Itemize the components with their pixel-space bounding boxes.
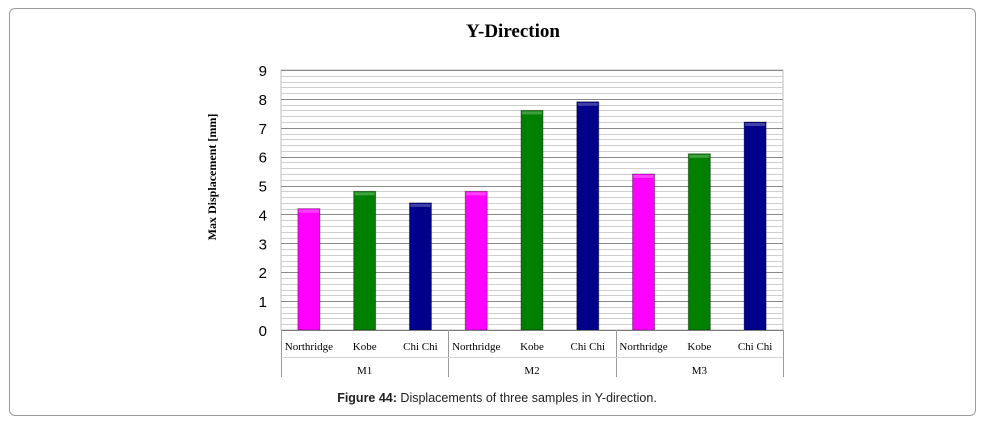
x-category-label: Northridge [619,341,667,353]
x-category-label: Kobe [520,341,544,353]
y-tick-label: 6 [259,150,267,167]
bar-m3-chi-chi [743,121,767,331]
bar-bevel [522,111,542,115]
bar-bevel [466,192,487,196]
x-group-label: M2 [524,365,539,377]
y-tick-label: 8 [259,92,267,109]
caption-label: Figure 44: [337,391,397,405]
bar-m1-kobe [353,190,377,331]
bars [297,101,767,331]
y-tick-label: 3 [259,236,267,253]
y-tick-label: 2 [259,265,267,282]
bar-bevel [354,192,375,196]
y-tick-label: 4 [259,207,267,224]
bar-m2-kobe [520,109,544,331]
x-category-label: Chi Chi [403,341,438,353]
x-category-label: Chi Chi [571,341,606,353]
bar-m2-northridge [464,190,488,331]
x-category-label: Kobe [687,341,711,353]
y-tick-label: 5 [259,179,267,196]
bar-bevel [577,102,598,106]
x-category-label: Northridge [285,341,333,353]
x-category-label: Northridge [452,341,500,353]
chart-title: Y-Direction [466,21,560,42]
figure-caption: Figure 44: Displacements of three sample… [0,391,994,405]
bar-m3-kobe [687,153,711,331]
bar-bevel [689,154,710,158]
y-tick-label: 9 [259,63,267,80]
x-category-label: Kobe [353,341,377,353]
x-group-label: M1 [357,365,372,377]
caption-text: Displacements of three samples in Y-dire… [396,391,657,405]
axes [281,330,784,377]
bar-m2-chi-chi [576,101,600,331]
y-axis-label: Max Displacement [mm] [205,114,219,241]
x-category-label: Chi Chi [738,341,773,353]
bar-m3-northridge [632,173,656,331]
bar-m1-chi-chi [408,202,432,331]
axis-labels: 0 1 2 3 4 5 6 7 8 9 Northridge Kobe Chi Chi M1 Northri… [259,63,773,377]
y-tick-label: 0 [259,323,267,340]
bar-bevel [633,175,654,178]
y-tick-label: 1 [259,294,267,311]
bar-bevel [298,209,319,213]
bar-bevel [745,123,766,126]
x-group-label: M3 [692,365,708,377]
y-tick-label: 7 [259,121,267,138]
bar-m1-northridge [297,208,321,331]
bar-bevel [410,203,431,207]
